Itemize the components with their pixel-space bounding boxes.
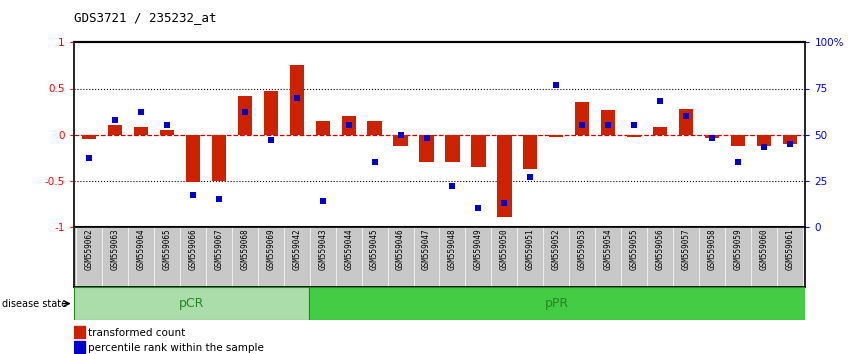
Bar — [309, 287, 805, 320]
Point — [264, 137, 278, 143]
Text: GSM559047: GSM559047 — [422, 228, 431, 270]
Text: GSM559060: GSM559060 — [759, 228, 768, 270]
Text: GSM559054: GSM559054 — [604, 228, 612, 270]
Text: percentile rank within the sample: percentile rank within the sample — [88, 343, 264, 353]
Point — [342, 122, 356, 128]
Text: GSM559067: GSM559067 — [215, 228, 223, 270]
Text: GSM559062: GSM559062 — [85, 228, 94, 270]
Bar — [471, 135, 486, 167]
Point — [757, 144, 771, 150]
Text: GSM559046: GSM559046 — [396, 228, 405, 270]
Point — [523, 174, 537, 180]
Text: GSM559063: GSM559063 — [111, 228, 120, 270]
Point — [497, 200, 511, 205]
Text: pPR: pPR — [545, 297, 569, 310]
Bar — [393, 135, 408, 145]
Bar — [523, 135, 538, 170]
Text: GSM559064: GSM559064 — [137, 228, 145, 270]
Text: disease state: disease state — [2, 298, 67, 309]
Text: GSM559059: GSM559059 — [734, 228, 742, 270]
Bar — [601, 110, 616, 135]
Bar — [186, 135, 200, 182]
Bar — [575, 102, 590, 135]
Point — [316, 198, 330, 204]
Bar — [160, 130, 174, 135]
Text: GSM559058: GSM559058 — [708, 228, 716, 270]
Text: GSM559049: GSM559049 — [474, 228, 483, 270]
Point — [783, 141, 797, 147]
Point — [394, 132, 408, 137]
Point — [601, 122, 615, 128]
Text: GSM559056: GSM559056 — [656, 228, 664, 270]
Point — [627, 122, 641, 128]
Text: GSM559057: GSM559057 — [682, 228, 690, 270]
Bar — [341, 116, 356, 135]
Point — [471, 205, 485, 211]
Text: GSM559042: GSM559042 — [292, 228, 301, 270]
Text: GSM559069: GSM559069 — [267, 228, 275, 270]
Text: GSM559055: GSM559055 — [630, 228, 638, 270]
Bar — [74, 326, 85, 338]
Point — [108, 117, 122, 122]
Bar — [705, 135, 719, 138]
Point — [420, 135, 434, 141]
Bar — [82, 135, 96, 139]
Bar — [783, 135, 797, 144]
Point — [290, 95, 304, 101]
Text: transformed count: transformed count — [88, 328, 185, 338]
Point — [368, 159, 382, 165]
Bar — [627, 135, 641, 137]
Point — [445, 183, 459, 189]
Bar — [263, 91, 278, 135]
Text: GSM559048: GSM559048 — [448, 228, 457, 270]
Bar — [419, 135, 434, 162]
Text: GSM559045: GSM559045 — [370, 228, 379, 270]
Text: GSM559051: GSM559051 — [526, 228, 535, 270]
Text: GSM559043: GSM559043 — [318, 228, 327, 270]
Bar — [731, 135, 745, 147]
Bar — [74, 341, 85, 353]
Text: GSM559052: GSM559052 — [552, 228, 561, 270]
Point — [186, 193, 200, 198]
Text: GSM559061: GSM559061 — [785, 228, 794, 270]
Text: GSM559065: GSM559065 — [163, 228, 171, 270]
Bar — [134, 127, 148, 135]
Bar — [74, 287, 309, 320]
Bar — [653, 127, 667, 135]
Bar — [212, 135, 226, 181]
Text: GSM559068: GSM559068 — [241, 228, 249, 270]
Text: GDS3721 / 235232_at: GDS3721 / 235232_at — [74, 11, 216, 24]
Bar — [289, 65, 304, 135]
Point — [212, 196, 226, 202]
Point — [82, 156, 96, 161]
Text: pCR: pCR — [178, 297, 204, 310]
Bar — [757, 135, 771, 145]
Point — [238, 110, 252, 115]
Point — [549, 82, 563, 88]
Bar — [549, 135, 564, 137]
Bar — [367, 121, 382, 135]
Point — [731, 159, 745, 165]
Bar — [445, 135, 460, 162]
Bar — [108, 125, 122, 135]
Point — [160, 122, 174, 128]
Text: GSM559066: GSM559066 — [189, 228, 197, 270]
Point — [134, 110, 148, 115]
Bar — [315, 121, 330, 135]
Bar — [679, 109, 693, 135]
Text: GSM559044: GSM559044 — [344, 228, 353, 270]
Point — [705, 135, 719, 141]
Point — [679, 113, 693, 119]
Text: GSM559050: GSM559050 — [500, 228, 509, 270]
Point — [575, 122, 589, 128]
Text: GSM559053: GSM559053 — [578, 228, 587, 270]
Point — [653, 98, 667, 104]
Bar — [238, 96, 252, 135]
Bar — [497, 135, 512, 217]
